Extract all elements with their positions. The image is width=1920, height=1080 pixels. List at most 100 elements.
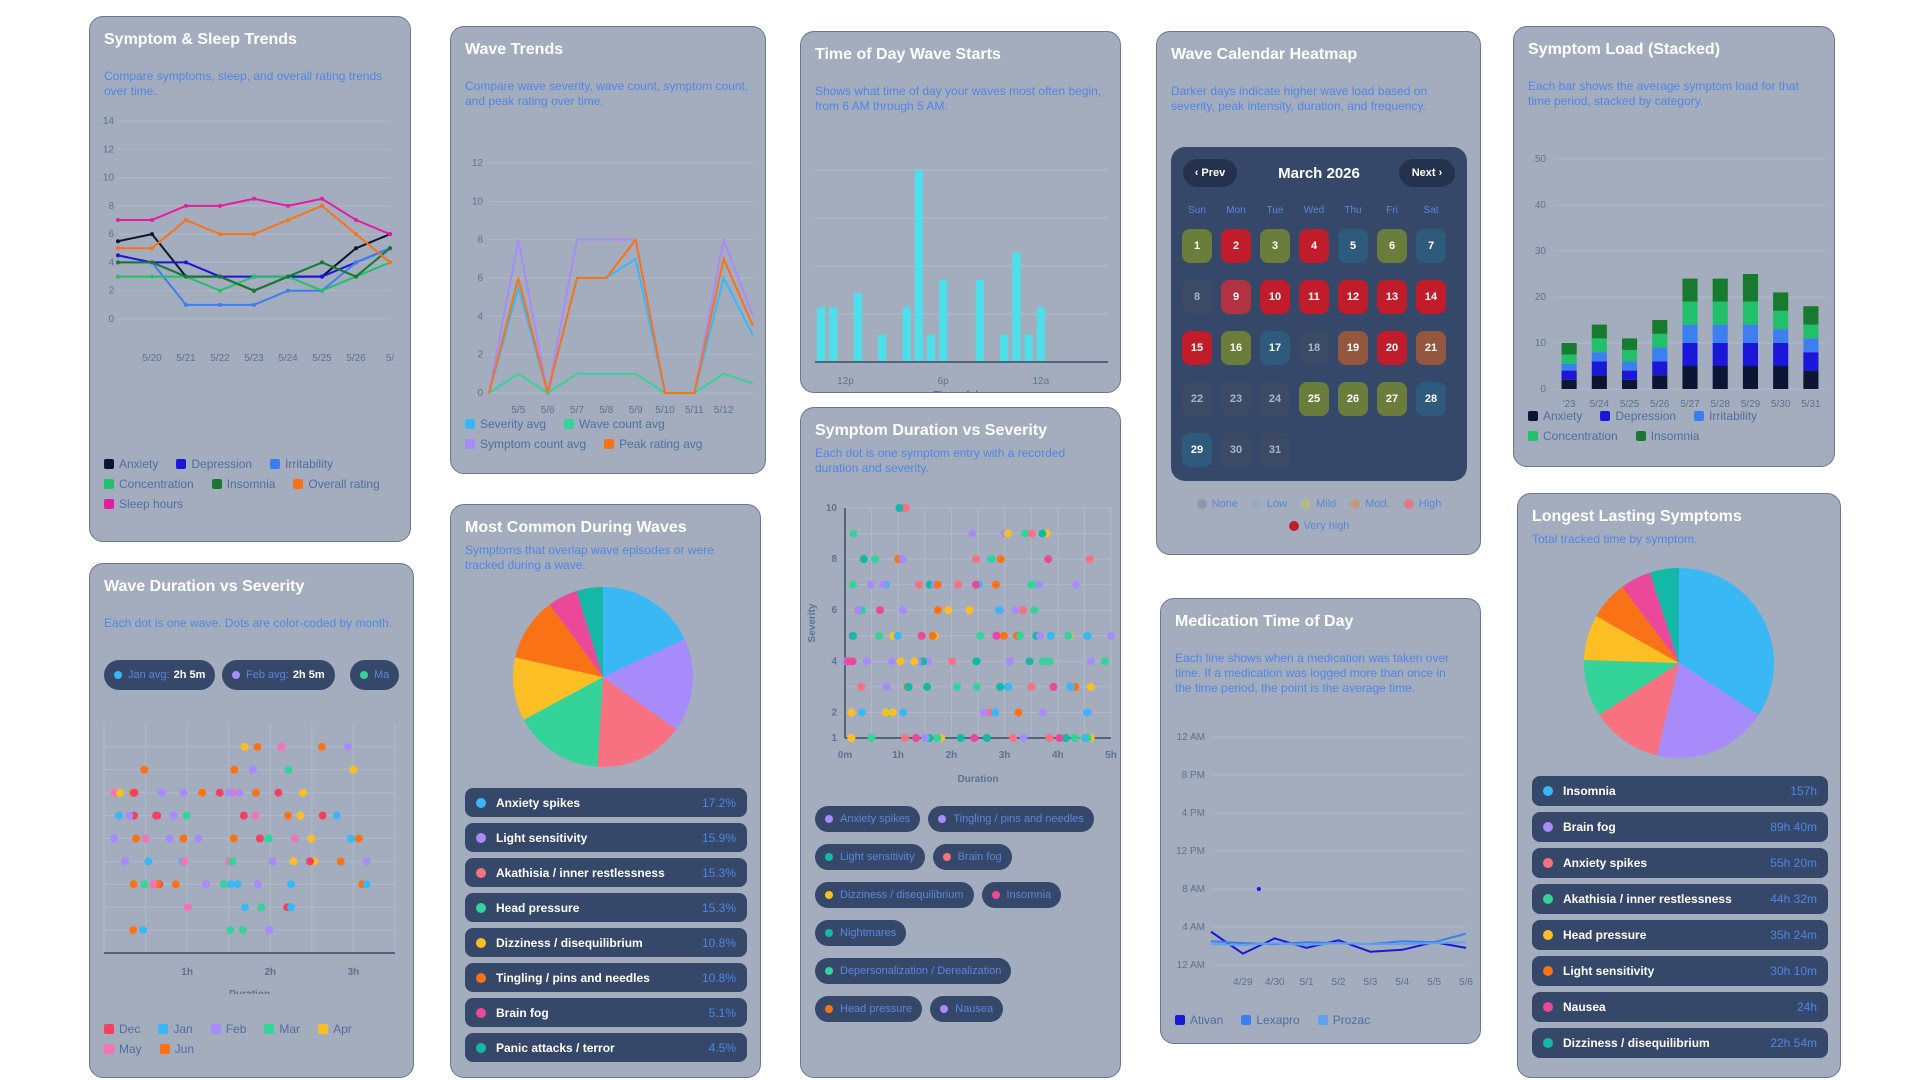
list-item[interactable]: Light sensitivity 30h 10m (1532, 956, 1828, 986)
symptom-chip[interactable]: Nightmares (815, 920, 907, 946)
symptom-chip[interactable]: Dizziness / disequilibrium (815, 882, 974, 908)
legend-item[interactable]: Depression (1600, 409, 1676, 423)
calendar-day[interactable]: 10 (1260, 280, 1290, 314)
list-item[interactable]: Brain fog 89h 40m (1532, 812, 1828, 842)
calendar-day[interactable]: 28 (1416, 382, 1446, 416)
calendar-day[interactable]: 17 (1260, 331, 1290, 365)
list-item[interactable]: Head pressure 15.3% (465, 893, 747, 922)
list-item[interactable]: Brain fog 5.1% (465, 998, 747, 1027)
month-average-pill[interactable]: Jan avg: 2h 5m (104, 660, 216, 690)
list-item[interactable]: Dizziness / disequilibrium 10.8% (465, 928, 747, 957)
list-item[interactable]: Anxiety spikes 55h 20m (1532, 848, 1828, 878)
calendar-day[interactable]: 20 (1377, 331, 1407, 365)
legend-item[interactable]: Severity avg (465, 417, 546, 431)
calendar-day[interactable]: 15 (1182, 331, 1212, 365)
calendar-day[interactable]: 29 (1182, 433, 1212, 467)
calendar-day[interactable]: 1 (1182, 229, 1212, 263)
calendar-day[interactable]: 31 (1260, 433, 1290, 467)
calendar-day[interactable]: 12 (1338, 280, 1368, 314)
symptom-chip[interactable]: Brain fog (932, 844, 1012, 870)
legend-item[interactable]: None (1196, 498, 1238, 510)
month-average-pill[interactable]: Feb avg: 2h 5m (222, 660, 335, 690)
legend-item[interactable]: Insomnia (211, 477, 275, 491)
calendar-day[interactable]: 25 (1299, 382, 1329, 416)
legend-item[interactable]: Mild (1301, 498, 1336, 510)
calendar-day[interactable]: 5 (1338, 229, 1368, 263)
list-item[interactable]: Insomnia 157h (1532, 776, 1828, 806)
symptom-chip[interactable]: Insomnia (981, 882, 1062, 908)
next-month-button[interactable]: Next › (1399, 159, 1455, 187)
symptom-chip[interactable]: Depersonalization / Derealization (815, 958, 1012, 984)
legend-item[interactable]: Sleep hours (104, 497, 183, 511)
wave-dot (157, 788, 166, 797)
legend-item[interactable]: Anxiety (104, 457, 158, 471)
calendar-day[interactable]: 7 (1416, 229, 1446, 263)
legend-item[interactable]: Low (1251, 498, 1287, 510)
bar-segment-concentration (1622, 349, 1638, 362)
calendar-day[interactable]: 22 (1182, 382, 1212, 416)
legend-item[interactable]: Irritability (1694, 409, 1757, 423)
legend-item[interactable]: Peak rating avg (604, 437, 702, 451)
legend-item[interactable]: Concentration (1528, 429, 1618, 443)
list-item[interactable]: Head pressure 35h 24m (1532, 920, 1828, 950)
calendar-day[interactable]: 2 (1221, 229, 1251, 263)
month-average-pill[interactable]: Ma (350, 660, 399, 690)
calendar-day[interactable]: 13 (1377, 280, 1407, 314)
calendar-day[interactable]: 3 (1260, 229, 1290, 263)
legend-item[interactable]: Jun (159, 1042, 194, 1056)
data-point (286, 274, 290, 279)
symptom-chip[interactable]: Light sensitivity (815, 844, 925, 870)
list-item[interactable]: Nausea 24h (1532, 992, 1828, 1022)
legend-item[interactable]: Dec (104, 1022, 140, 1036)
card-subtitle: Darker days indicate higher wave load ba… (1171, 84, 1428, 113)
legend-item[interactable]: Jan (158, 1022, 193, 1036)
legend-item[interactable]: Wave count avg (564, 417, 665, 431)
calendar-day[interactable]: 26 (1338, 382, 1368, 416)
calendar-day[interactable]: 18 (1299, 331, 1329, 365)
symptom-chip[interactable]: Anxiety spikes (815, 806, 921, 832)
list-item[interactable]: Dizziness / disequilibrium 22h 54m (1532, 1028, 1828, 1058)
calendar-day[interactable]: 14 (1416, 280, 1446, 314)
legend-item[interactable]: Irritability (270, 457, 333, 471)
calendar-day[interactable]: 23 (1221, 382, 1251, 416)
list-item[interactable]: Akathisia / inner restlessness 15.3% (465, 858, 747, 887)
legend-item[interactable]: Overall rating (293, 477, 380, 491)
legend-item[interactable]: Anxiety (1528, 409, 1582, 423)
list-item[interactable]: Akathisia / inner restlessness 44h 32m (1532, 884, 1828, 914)
symptom-chip[interactable]: Tingling / pins and needles (928, 806, 1094, 832)
list-item[interactable]: Tingling / pins and needles 10.8% (465, 963, 747, 992)
legend-item[interactable]: Symptom count avg (465, 437, 586, 451)
prev-month-button[interactable]: ‹ Prev (1183, 159, 1237, 187)
legend-item[interactable]: Feb (210, 1022, 246, 1036)
calendar-day[interactable]: 4 (1299, 229, 1329, 263)
legend-item[interactable]: High (1403, 498, 1441, 510)
legend-item[interactable]: Very high (1288, 520, 1349, 532)
list-item[interactable]: Panic attacks / terror 4.5% (465, 1033, 747, 1062)
calendar-day[interactable]: 11 (1299, 280, 1329, 314)
legend-item[interactable]: May (104, 1042, 142, 1056)
calendar-day[interactable]: 19 (1338, 331, 1368, 365)
symptom-chip[interactable]: Head pressure (815, 996, 923, 1022)
legend-item[interactable]: Concentration (104, 477, 194, 491)
calendar-day[interactable]: 9 (1221, 280, 1251, 314)
legend-item[interactable]: Ativan (1175, 1013, 1223, 1027)
calendar-day[interactable]: 24 (1260, 382, 1290, 416)
card-subtitle: Total tracked time by symptom. (1532, 532, 1698, 546)
list-item[interactable]: Light sensitivity 15.9% (465, 823, 747, 852)
bar-segment-concentration (1773, 310, 1789, 330)
calendar-day[interactable]: 30 (1221, 433, 1251, 467)
legend-item[interactable]: Lexapro (1241, 1013, 1300, 1027)
legend-item[interactable]: Mar (264, 1022, 300, 1036)
calendar-day[interactable]: 6 (1377, 229, 1407, 263)
list-item[interactable]: Anxiety spikes 17.2% (465, 788, 747, 817)
legend-item[interactable]: Prozac (1317, 1013, 1370, 1027)
calendar-day[interactable]: 8 (1182, 280, 1212, 314)
calendar-day[interactable]: 27 (1377, 382, 1407, 416)
calendar-day[interactable]: 21 (1416, 331, 1446, 365)
legend-item[interactable]: Depression (176, 457, 252, 471)
calendar-day[interactable]: 16 (1221, 331, 1251, 365)
legend-item[interactable]: Mod. (1350, 498, 1390, 510)
legend-item[interactable]: Apr (318, 1022, 352, 1036)
symptom-chip[interactable]: Nausea (930, 996, 1004, 1022)
legend-item[interactable]: Insomnia (1635, 429, 1699, 443)
